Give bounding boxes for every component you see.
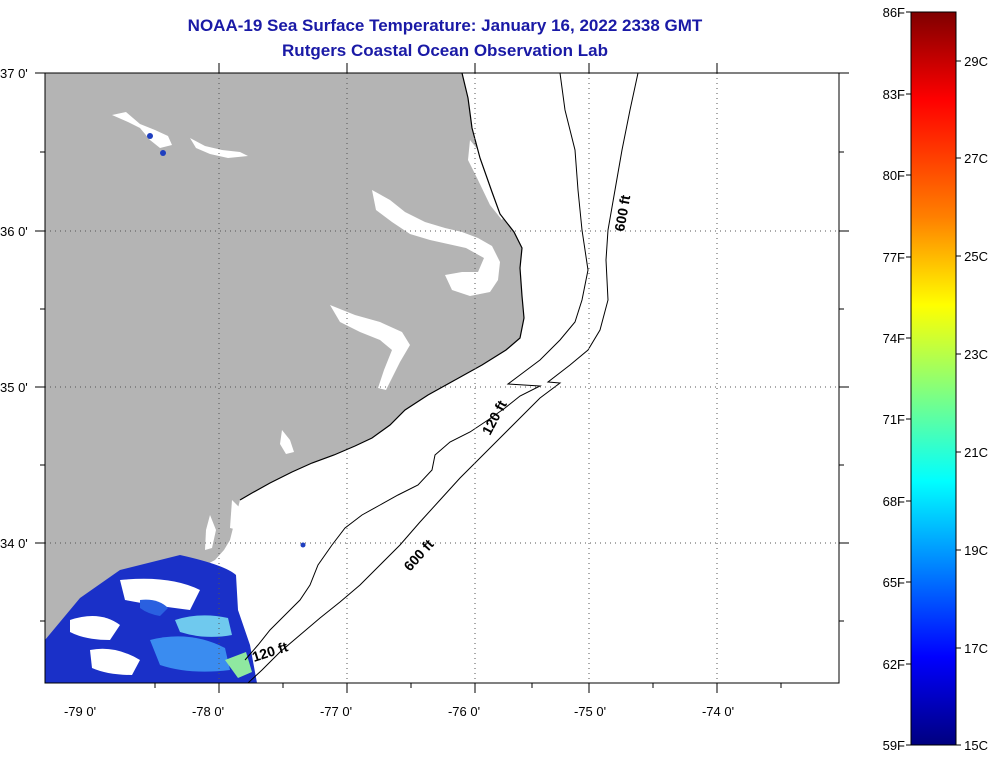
colorbar: 86F 83F 80F 77F 74F 71F 68F 65F 62F 59F … xyxy=(883,5,988,753)
contour-120ft xyxy=(244,73,589,661)
colorbar-c-label: 25C xyxy=(964,249,988,264)
contour-600ft xyxy=(247,73,639,683)
map-frame xyxy=(44,72,840,684)
lat-label: 36 0' xyxy=(0,224,28,239)
map-panel xyxy=(45,73,839,683)
colorbar-c-label: 15C xyxy=(964,738,988,753)
sst-coverage xyxy=(45,555,257,683)
lon-label: -75 0' xyxy=(574,704,606,719)
lon-label: -78 0' xyxy=(192,704,224,719)
map-subtitle: Rutgers Coastal Ocean Observation Lab xyxy=(282,41,608,60)
lat-label: 34 0' xyxy=(0,536,28,551)
colorbar-f-label: 74F xyxy=(883,331,905,346)
colorbar-c-label: 21C xyxy=(964,445,988,460)
colorbar-f-label: 80F xyxy=(883,168,905,183)
contour-label: 600 ft xyxy=(611,193,633,232)
lon-label: -76 0' xyxy=(448,704,480,719)
graticule xyxy=(45,73,839,683)
lat-label: 35 0' xyxy=(0,380,28,395)
map-title: NOAA-19 Sea Surface Temperature: January… xyxy=(187,16,703,35)
colorbar-f-label: 83F xyxy=(883,87,905,102)
colorbar-c-label: 23C xyxy=(964,347,988,362)
colorbar-f-label: 59F xyxy=(883,738,905,753)
lon-label: -79 0' xyxy=(64,704,96,719)
colorbar-f-label: 86F xyxy=(883,5,905,20)
colorbar-f-label: 65F xyxy=(883,575,905,590)
colorbar-c-label: 19C xyxy=(964,543,988,558)
coastline xyxy=(239,73,525,501)
colorbar-f-label: 77F xyxy=(883,250,905,265)
colorbar-f-label: 68F xyxy=(883,494,905,509)
colorbar-c-label: 29C xyxy=(964,54,988,69)
colorbar-f-label: 62F xyxy=(883,657,905,672)
lon-label: -77 0' xyxy=(320,704,352,719)
colorbar-f-label: 71F xyxy=(883,412,905,427)
colorbar-c-label: 27C xyxy=(964,151,988,166)
lat-label: 37 0' xyxy=(0,66,28,81)
inland-waters xyxy=(112,112,506,550)
colorbar-c-label: 17C xyxy=(964,641,988,656)
lon-label: -74 0' xyxy=(702,704,734,719)
colorbar-gradient xyxy=(910,11,957,746)
frame-ticks xyxy=(35,63,849,693)
